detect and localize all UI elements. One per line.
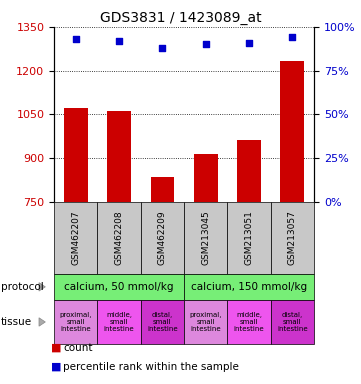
Text: GSM213045: GSM213045 [201, 210, 210, 265]
Text: ■: ■ [51, 343, 61, 353]
Bar [237, 141, 261, 202]
Text: distal,
small
intestine: distal, small intestine [147, 312, 178, 332]
Point [160, 45, 165, 51]
Bar [280, 61, 304, 202]
Point [203, 41, 209, 47]
Text: calcium, 150 mmol/kg: calcium, 150 mmol/kg [191, 282, 307, 292]
Point [116, 38, 122, 44]
Bar [64, 108, 88, 202]
Text: distal,
small
intestine: distal, small intestine [277, 312, 308, 332]
Text: GSM213057: GSM213057 [288, 210, 297, 265]
Text: middle,
small
intestine: middle, small intestine [104, 312, 134, 332]
Text: protocol: protocol [1, 282, 43, 292]
Text: proximal,
small
intestine: proximal, small intestine [190, 312, 222, 332]
Point [290, 34, 295, 40]
Bar [151, 177, 174, 202]
Bar [194, 154, 218, 202]
Text: GDS3831 / 1423089_at: GDS3831 / 1423089_at [100, 11, 261, 25]
Point [246, 40, 252, 46]
Text: GSM213051: GSM213051 [245, 210, 253, 265]
Text: count: count [63, 343, 93, 353]
Text: proximal,
small
intestine: proximal, small intestine [60, 312, 92, 332]
Text: ■: ■ [51, 362, 61, 372]
Text: middle,
small
intestine: middle, small intestine [234, 312, 264, 332]
Text: percentile rank within the sample: percentile rank within the sample [63, 362, 239, 372]
Text: tissue: tissue [1, 317, 32, 327]
Text: GSM462207: GSM462207 [71, 210, 80, 265]
Point [73, 36, 79, 42]
Text: GSM462208: GSM462208 [115, 210, 123, 265]
Text: calcium, 50 mmol/kg: calcium, 50 mmol/kg [64, 282, 174, 292]
Text: GSM462209: GSM462209 [158, 210, 167, 265]
Bar [107, 111, 131, 202]
